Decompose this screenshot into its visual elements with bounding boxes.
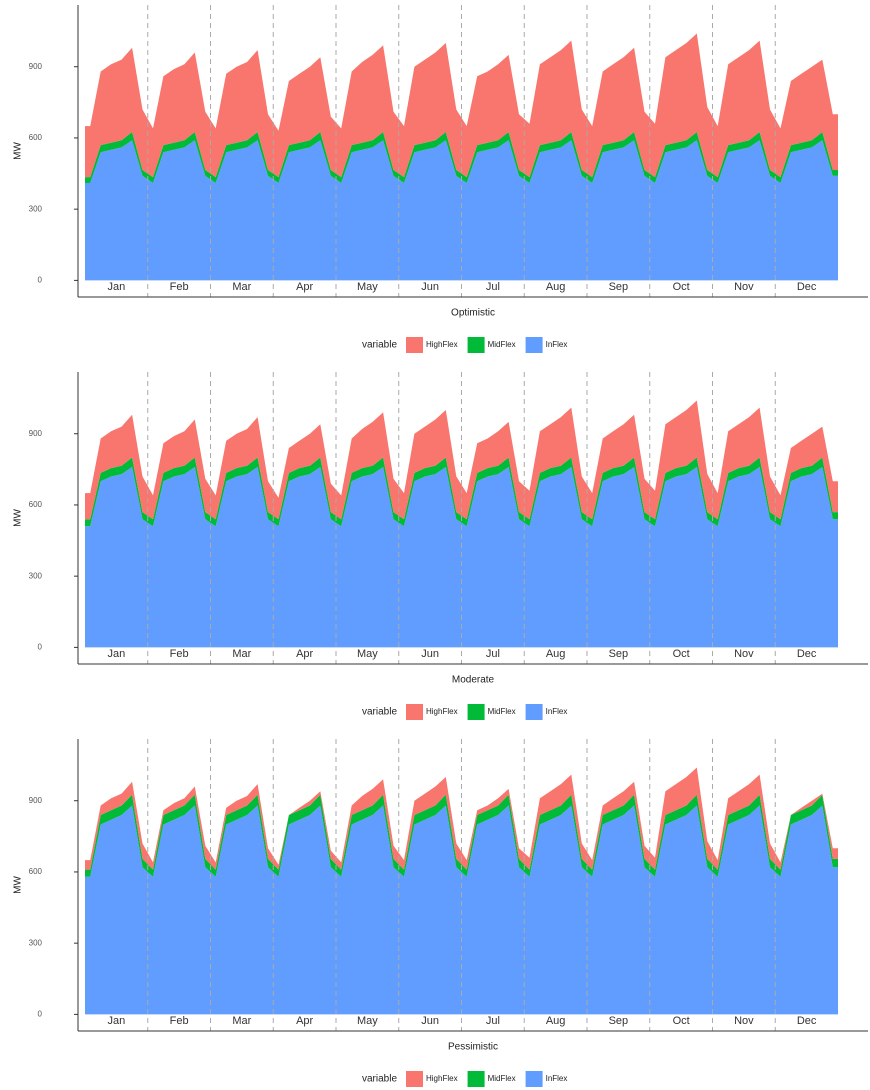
x-tick-label: Jan <box>108 648 126 660</box>
y-tick-label: 0 <box>38 275 43 284</box>
legend-label: InFlex <box>546 707 568 716</box>
x-tick-label: Nov <box>734 648 754 660</box>
area <box>85 467 838 648</box>
x-tick-label: Apr <box>296 281 313 293</box>
x-tick-label: Jun <box>421 281 439 293</box>
x-tick-label: Jan <box>108 281 126 293</box>
x-tick-label: Dec <box>797 1015 817 1027</box>
x-tick-label: Sep <box>609 1015 629 1027</box>
legend-swatch <box>406 1071 423 1087</box>
x-tick-label: Jun <box>421 648 439 660</box>
y-tick-label: 600 <box>29 867 43 876</box>
y-tick-label: 300 <box>29 571 43 580</box>
legend-label: MidFlex <box>488 707 516 716</box>
x-tick-label: Feb <box>170 281 189 293</box>
x-tick-label: Oct <box>673 281 690 293</box>
x-tick-label: May <box>357 281 378 293</box>
y-tick-label: 300 <box>29 938 43 947</box>
y-axis-title: MW <box>13 142 24 160</box>
x-tick-label: Feb <box>170 1015 189 1027</box>
y-tick-label: 300 <box>29 204 43 213</box>
legend-swatch <box>467 1071 485 1087</box>
x-axis-title: Pessimistic <box>448 1042 498 1053</box>
x-tick-label: Mar <box>232 1015 251 1027</box>
legend-label: MidFlex <box>488 340 516 349</box>
x-tick-label: Feb <box>170 648 189 660</box>
x-tick-label: Jul <box>486 1015 500 1027</box>
x-tick-label: May <box>357 1015 378 1027</box>
x-tick-label: Dec <box>797 648 817 660</box>
legend-swatch <box>467 704 485 720</box>
x-tick-label: Sep <box>609 648 629 660</box>
x-axis-title: Moderate <box>452 675 495 686</box>
x-tick-label: Jul <box>486 281 500 293</box>
legend-label: InFlex <box>546 340 568 349</box>
x-axis-title: Optimistic <box>451 308 495 319</box>
x-tick-label: Dec <box>797 281 817 293</box>
x-tick-label: Mar <box>232 648 251 660</box>
x-tick-label: Jul <box>486 648 500 660</box>
legend-label: HighFlex <box>426 340 458 349</box>
legend-label: HighFlex <box>426 707 458 716</box>
x-tick-label: Aug <box>546 648 566 660</box>
legend-title: variable <box>362 707 397 718</box>
x-tick-label: Apr <box>296 1015 313 1027</box>
area <box>85 140 838 281</box>
area <box>85 805 838 1015</box>
x-tick-label: Apr <box>296 648 313 660</box>
y-axis-title: MW <box>13 876 24 894</box>
x-tick-label: Aug <box>546 281 566 293</box>
y-tick-label: 900 <box>29 796 43 805</box>
legend-swatch <box>525 1071 543 1087</box>
x-tick-label: Nov <box>734 1015 754 1027</box>
x-tick-label: Sep <box>609 281 629 293</box>
x-tick-label: Oct <box>673 648 690 660</box>
legend-label: HighFlex <box>426 1074 458 1083</box>
legend-label: InFlex <box>546 1074 568 1083</box>
y-tick-label: 900 <box>29 429 43 438</box>
legend-swatch <box>406 337 423 353</box>
x-tick-label: Oct <box>673 1015 690 1027</box>
x-tick-label: May <box>357 648 378 660</box>
x-tick-label: Nov <box>734 281 754 293</box>
legend-swatch <box>525 704 543 720</box>
y-tick-label: 600 <box>29 133 43 142</box>
legend-swatch <box>467 337 485 353</box>
y-axis-title: MW <box>13 509 24 527</box>
x-tick-label: Jun <box>421 1015 439 1027</box>
legend-label: MidFlex <box>488 1074 516 1083</box>
x-tick-label: Mar <box>232 281 251 293</box>
legend-swatch <box>525 337 543 353</box>
y-tick-label: 0 <box>38 1009 43 1018</box>
y-tick-label: 900 <box>29 62 43 71</box>
x-tick-label: Aug <box>546 1015 566 1027</box>
legend-title: variable <box>362 340 397 351</box>
legend-title: variable <box>362 1074 397 1085</box>
y-tick-label: 600 <box>29 500 43 509</box>
y-tick-label: 0 <box>38 642 43 651</box>
legend-swatch <box>406 704 423 720</box>
x-tick-label: Jan <box>108 1015 126 1027</box>
